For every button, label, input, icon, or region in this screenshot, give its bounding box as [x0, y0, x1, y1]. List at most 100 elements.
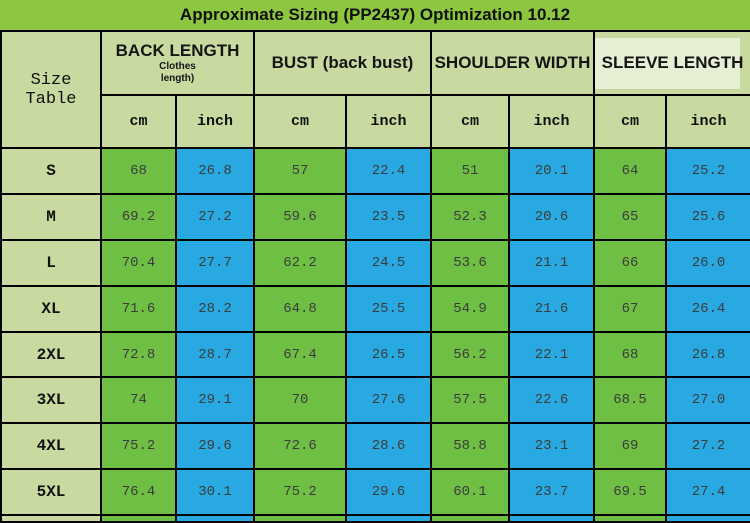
col-group-bust: BUST (back bust) [253, 30, 432, 96]
value-cell: 29.6 [175, 422, 255, 471]
col-group-shoulder-width: SHOULDER WIDTH [429, 30, 596, 96]
value-cell: 22.4 [345, 147, 432, 195]
size-table: Size Table BACK LENGTH Clothes length) B… [0, 30, 750, 523]
table-row: XL 71.6 28.2 64.8 25.5 54.9 21.6 67 26.4 [0, 284, 750, 333]
value-cell: 30.1 [175, 468, 255, 517]
group-label: SHOULDER WIDTH [434, 53, 591, 73]
value-cell: 58.8 [430, 422, 510, 471]
value-cell: 25.5 [345, 284, 432, 333]
value-cell: 75.2 [253, 468, 347, 517]
size-label: XL [0, 284, 102, 333]
table-row: 2XL 72.8 28.7 67.4 26.5 56.2 22.1 68 26.… [0, 330, 750, 379]
table-row: 4XL 75.2 29.6 72.6 28.6 58.8 23.1 69 27.… [0, 422, 750, 471]
table-row: 3XL 74 29.1 70 27.6 57.5 22.6 68.5 27.0 [0, 376, 750, 425]
cutoff-cell [593, 514, 668, 523]
cutoff-cell [0, 514, 102, 523]
value-cell: 22.1 [507, 330, 596, 379]
cutoff-cell [175, 514, 255, 523]
cutoff-cell [345, 514, 432, 523]
value-cell: 75.2 [100, 422, 177, 471]
value-cell: 27.6 [345, 376, 432, 425]
unit-header: inch [175, 94, 255, 149]
value-cell: 71.6 [100, 284, 177, 333]
value-cell: 26.5 [345, 330, 432, 379]
value-cell: 29.6 [345, 468, 432, 517]
size-table-body: S 68 26.8 57 22.4 51 20.1 64 25.2 M 69.2… [0, 147, 750, 517]
value-cell: 26.0 [665, 238, 750, 287]
value-cell: 67.4 [253, 330, 347, 379]
value-cell: 57 [253, 147, 347, 195]
value-cell: 23.5 [345, 192, 432, 241]
value-cell: 72.6 [253, 422, 347, 471]
unit-header: cm [593, 94, 668, 149]
unit-header-row: cm inch cm inch cm inch cm inch [1, 94, 750, 149]
value-cell: 27.2 [665, 422, 750, 471]
cutoff-cell [507, 514, 596, 523]
value-cell: 70.4 [100, 238, 177, 287]
value-cell: 68.5 [593, 376, 668, 425]
size-label: 2XL [0, 330, 102, 379]
value-cell: 59.6 [253, 192, 347, 241]
value-cell: 51 [430, 147, 510, 195]
value-cell: 74 [100, 376, 177, 425]
group-label: SLEEVE LENGTH [601, 53, 744, 73]
value-cell: 23.7 [507, 468, 596, 517]
value-cell: 68 [593, 330, 668, 379]
cutoff-cell [430, 514, 510, 523]
page-title: Approximate Sizing (PP2437) Optimization… [179, 5, 571, 24]
value-cell: 23.1 [507, 422, 596, 471]
group-header-row: Size Table BACK LENGTH Clothes length) B… [0, 30, 750, 149]
group-sublabel: Clothes length) [159, 61, 196, 84]
value-cell: 22.6 [507, 376, 596, 425]
value-cell: 21.6 [507, 284, 596, 333]
value-cell: 28.6 [345, 422, 432, 471]
size-label: 3XL [0, 376, 102, 425]
title-bar: Approximate Sizing (PP2437) Optimization… [0, 0, 750, 30]
value-cell: 29.1 [175, 376, 255, 425]
group-label: BUST (back bust) [271, 53, 414, 73]
col-group-sleeve-length: SLEEVE LENGTH [593, 30, 750, 96]
unit-header: inch [345, 94, 432, 149]
size-label: 5XL [0, 468, 102, 517]
table-row: S 68 26.8 57 22.4 51 20.1 64 25.2 [0, 147, 750, 195]
value-cell: 53.6 [430, 238, 510, 287]
col-group-back-length: BACK LENGTH Clothes length) [100, 30, 255, 96]
value-cell: 21.1 [507, 238, 596, 287]
value-cell: 26.4 [665, 284, 750, 333]
value-cell: 60.1 [430, 468, 510, 517]
value-cell: 54.9 [430, 284, 510, 333]
cutoff-row [0, 514, 750, 523]
unit-header: cm [100, 94, 177, 149]
value-cell: 28.2 [175, 284, 255, 333]
value-cell: 72.8 [100, 330, 177, 379]
cutoff-cell [665, 514, 750, 523]
value-cell: 56.2 [430, 330, 510, 379]
value-cell: 52.3 [430, 192, 510, 241]
value-cell: 65 [593, 192, 668, 241]
value-cell: 57.5 [430, 376, 510, 425]
value-cell: 27.0 [665, 376, 750, 425]
table-row: M 69.2 27.2 59.6 23.5 52.3 20.6 65 25.6 [0, 192, 750, 241]
highlight-box [596, 38, 741, 89]
value-cell: 76.4 [100, 468, 177, 517]
value-cell: 69.5 [593, 468, 668, 517]
value-cell: 27.2 [175, 192, 255, 241]
value-cell: 27.7 [175, 238, 255, 287]
value-cell: 25.6 [665, 192, 750, 241]
value-cell: 26.8 [175, 147, 255, 195]
value-cell: 67 [593, 284, 668, 333]
value-cell: 69 [593, 422, 668, 471]
value-cell: 64 [593, 147, 668, 195]
unit-header: inch [507, 94, 596, 149]
table-row: L 70.4 27.7 62.2 24.5 53.6 21.1 66 26.0 [0, 238, 750, 287]
table-row: 5XL 76.4 30.1 75.2 29.6 60.1 23.7 69.5 2… [0, 468, 750, 517]
value-cell: 20.1 [507, 147, 596, 195]
value-cell: 69.2 [100, 192, 177, 241]
value-cell: 68 [100, 147, 177, 195]
cutoff-cell [100, 514, 177, 523]
size-label: M [0, 192, 102, 241]
size-label: 4XL [0, 422, 102, 471]
group-label: BACK LENGTH [115, 40, 240, 60]
value-cell: 28.7 [175, 330, 255, 379]
size-label: L [0, 238, 102, 287]
